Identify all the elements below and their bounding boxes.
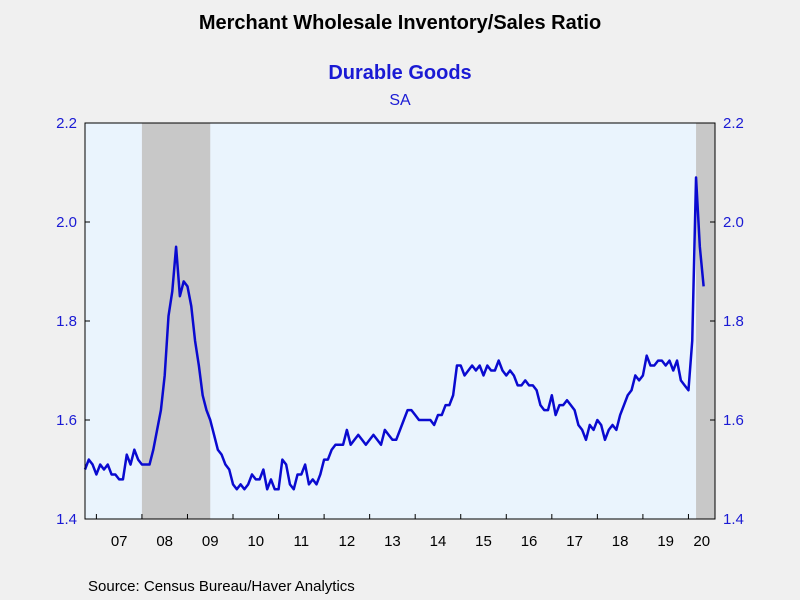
y-tick-label-right: 1.8 — [723, 313, 744, 330]
unit-label: SA — [389, 92, 411, 109]
x-tick-label: 18 — [612, 533, 629, 550]
x-tick-label: 08 — [156, 533, 173, 550]
x-tick-label: 20 — [693, 533, 710, 550]
x-tick-label: 19 — [657, 533, 674, 550]
chart-subtitle: Durable Goods — [328, 62, 471, 84]
x-tick-label: 12 — [339, 533, 356, 550]
y-tick-label-left: 1.4 — [56, 511, 77, 528]
x-tick-label: 14 — [430, 533, 447, 550]
y-tick-label-left: 2.0 — [56, 214, 77, 231]
x-tick-label: 13 — [384, 533, 401, 550]
y-tick-label-right: 2.2 — [723, 115, 744, 132]
x-tick-label: 07 — [111, 533, 128, 550]
x-tick-label: 17 — [566, 533, 583, 550]
x-tick-label: 15 — [475, 533, 492, 550]
y-tick-label-left: 2.2 — [56, 115, 77, 132]
x-tick-label: 16 — [521, 533, 538, 550]
chart-title: Merchant Wholesale Inventory/Sales Ratio — [199, 12, 601, 34]
x-tick-label: 10 — [247, 533, 264, 550]
y-tick-label-left: 1.6 — [56, 412, 77, 429]
y-tick-label-right: 1.6 — [723, 412, 744, 429]
x-tick-label: 09 — [202, 533, 219, 550]
y-axis: 1.4 1.4 1.6 1.6 1.8 1.8 2.0 2.0 2.2 2.2 — [56, 115, 744, 528]
y-tick-label-left: 1.8 — [56, 313, 77, 330]
source-note: Source: Census Bureau/Haver Analytics — [88, 578, 355, 595]
recession-band-0 — [141, 123, 211, 519]
y-tick-label-right: 2.0 — [723, 214, 744, 231]
series-line — [83, 176, 705, 491]
x-tick-label: 11 — [294, 533, 310, 550]
x-axis: 07 08 09 10 11 12 13 14 15 16 17 18 19 20 — [95, 514, 710, 550]
y-tick-label-right: 1.4 — [723, 511, 744, 528]
